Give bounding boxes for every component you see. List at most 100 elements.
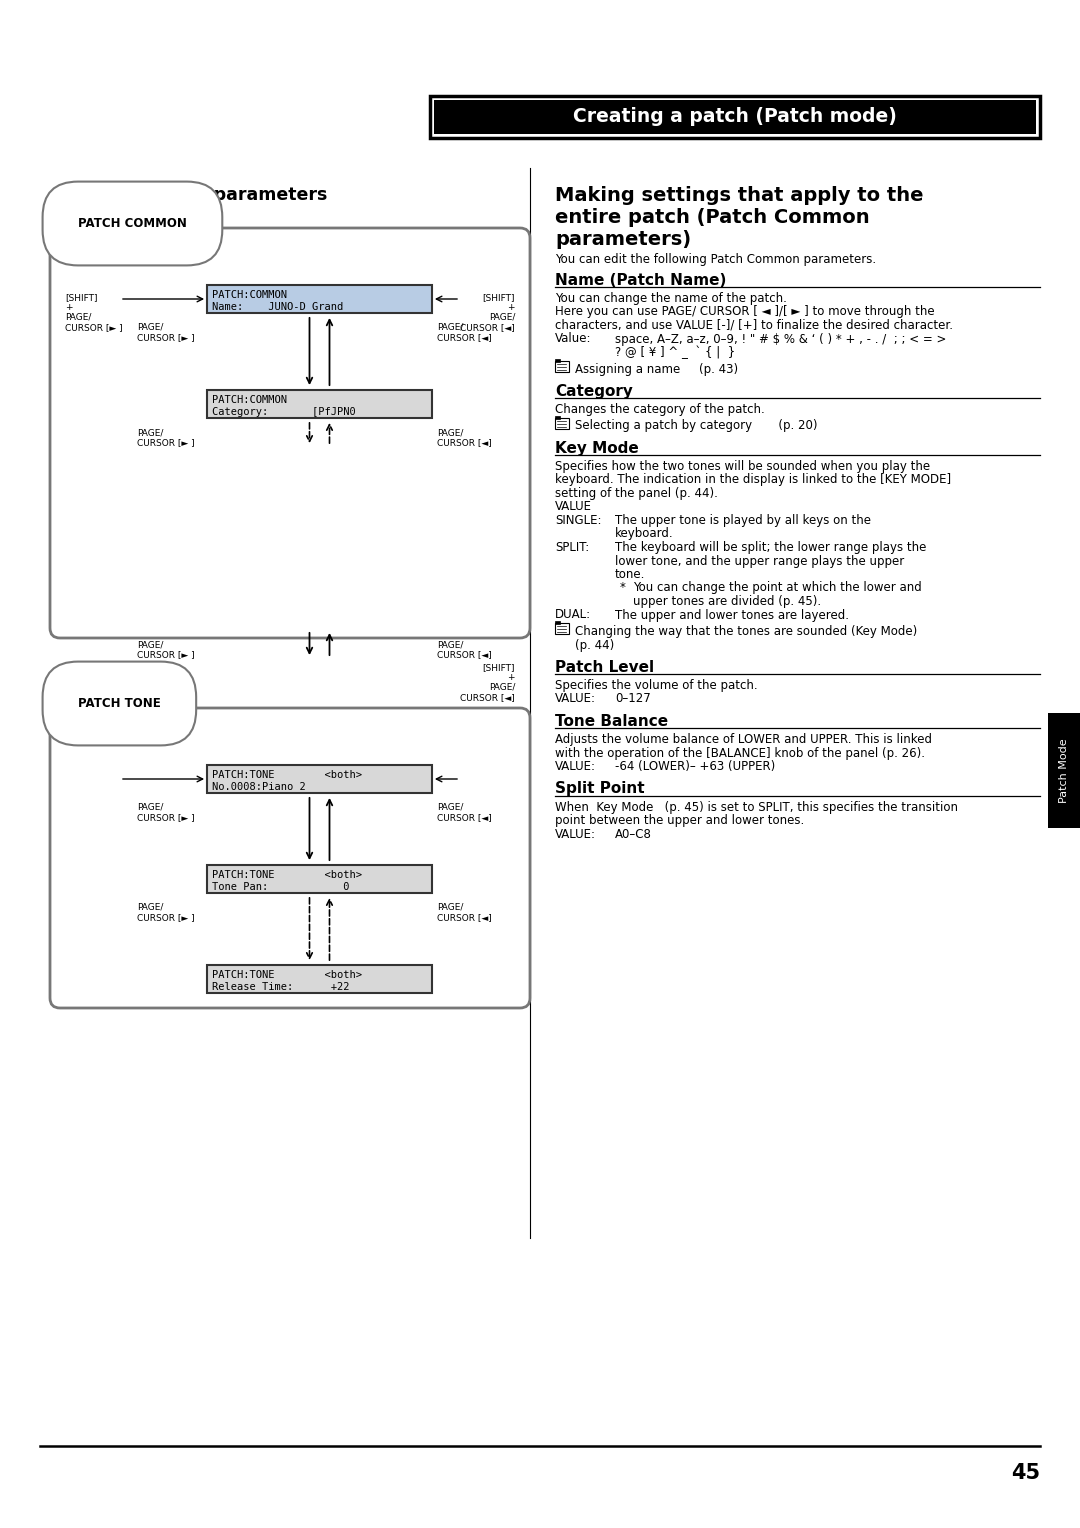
Text: setting of the panel (p. 44).: setting of the panel (p. 44). [555, 487, 718, 500]
Text: VALUE:: VALUE: [555, 828, 596, 840]
Text: PAGE/: PAGE/ [437, 640, 463, 649]
Text: upper tones are divided (p. 45).: upper tones are divided (p. 45). [633, 594, 821, 608]
Text: PAGE/: PAGE/ [65, 313, 92, 322]
Text: DUAL:: DUAL: [555, 608, 591, 622]
Text: PAGE/: PAGE/ [137, 903, 163, 912]
Text: parameters): parameters) [555, 231, 691, 249]
Text: keyboard. The indication in the display is linked to the [KEY MODE]: keyboard. The indication in the display … [555, 474, 951, 486]
Text: PAGE/: PAGE/ [65, 683, 92, 692]
Text: +: + [65, 672, 72, 681]
Bar [555, 359, 561, 362]
Text: Changing the way that the tones are sounded (Key Mode): Changing the way that the tones are soun… [575, 625, 917, 639]
Text: PAGE/: PAGE/ [437, 322, 463, 332]
Text: Making settings that apply to the: Making settings that apply to the [555, 186, 923, 205]
Text: CURSOR [◄]: CURSOR [◄] [437, 439, 491, 448]
Text: PATCH TONE: PATCH TONE [78, 697, 161, 711]
Text: PAGE/: PAGE/ [488, 313, 515, 322]
Text: *: * [620, 582, 626, 594]
Text: Name (Patch Name): Name (Patch Name) [555, 274, 727, 287]
Text: PATCH:COMMON: PATCH:COMMON [212, 290, 287, 299]
Text: 0–127: 0–127 [615, 692, 651, 706]
Bar [207, 286, 432, 313]
Text: CURSOR [► ]: CURSOR [► ] [137, 813, 194, 822]
Text: Specifies how the two tones will be sounded when you play the: Specifies how the two tones will be soun… [555, 460, 930, 474]
Text: [SHIFT]: [SHIFT] [65, 663, 97, 672]
Text: +: + [65, 303, 72, 312]
Text: PATCH:COMMON: PATCH:COMMON [212, 396, 287, 405]
Text: Assigning a name     (p. 43): Assigning a name (p. 43) [575, 362, 738, 376]
Text: CURSOR [► ]: CURSOR [► ] [137, 439, 194, 448]
Text: Patch Level: Patch Level [555, 660, 654, 675]
FancyBboxPatch shape [50, 228, 530, 639]
Text: You can change the point at which the lower and: You can change the point at which the lo… [633, 582, 921, 594]
Text: Creating a patch (Patch mode): Creating a patch (Patch mode) [573, 107, 896, 127]
Text: tone.: tone. [615, 568, 646, 581]
Text: 45: 45 [1011, 1462, 1040, 1484]
Text: The upper tone is played by all keys on the: The upper tone is played by all keys on … [615, 513, 870, 527]
Text: +: + [508, 672, 515, 681]
Text: No.0008:Piano 2: No.0008:Piano 2 [212, 782, 306, 792]
Bar [207, 766, 432, 793]
Bar [555, 417, 569, 428]
Text: Specifies the volume of the patch.: Specifies the volume of the patch. [555, 678, 758, 692]
Text: PAGE/: PAGE/ [137, 804, 163, 811]
Text: Adjusts the volume balance of LOWER and UPPER. This is linked: Adjusts the volume balance of LOWER and … [555, 733, 932, 746]
Bar [430, 96, 1040, 138]
Text: VALUE:: VALUE: [555, 759, 596, 773]
Text: Selecting a patch by category       (p. 20): Selecting a patch by category (p. 20) [575, 420, 818, 432]
Text: SINGLE:: SINGLE: [555, 513, 602, 527]
Text: You can edit the following Patch Common parameters.: You can edit the following Patch Common … [555, 254, 876, 266]
Text: Split Point: Split Point [555, 781, 645, 796]
Text: Tone Balance: Tone Balance [555, 714, 669, 729]
Text: VALUE:: VALUE: [555, 692, 596, 706]
Text: [SHIFT]: [SHIFT] [65, 293, 97, 303]
Text: Patch Mode: Patch Mode [1059, 738, 1069, 802]
Text: -64 (LOWER)– +63 (UPPER): -64 (LOWER)– +63 (UPPER) [615, 759, 775, 773]
Text: You can change the name of the patch.: You can change the name of the patch. [555, 292, 787, 306]
Text: PAGE/: PAGE/ [437, 428, 463, 437]
Text: CURSOR [► ]: CURSOR [► ] [137, 649, 194, 659]
Text: +: + [508, 303, 515, 312]
Text: CURSOR [◄]: CURSOR [◄] [460, 694, 515, 701]
Text: When  Key Mode   (p. 45) is set to SPLIT, this specifies the transition: When Key Mode (p. 45) is set to SPLIT, t… [555, 801, 958, 813]
Text: CURSOR [► ]: CURSOR [► ] [65, 322, 123, 332]
Text: [SHIFT]: [SHIFT] [483, 663, 515, 672]
Text: CURSOR [◄]: CURSOR [◄] [437, 333, 491, 342]
Bar [555, 361, 569, 371]
Text: [SHIFT]: [SHIFT] [483, 293, 515, 303]
Text: space, A–Z, a–z, 0–9, ! " # $ % & ‘ ( ) * + , - . /  ; ; < = >: space, A–Z, a–z, 0–9, ! " # $ % & ‘ ( ) … [615, 333, 946, 345]
Text: Release Time:      +22: Release Time: +22 [212, 983, 350, 992]
Text: Value:: Value: [555, 333, 592, 345]
Text: entire patch (Patch Common: entire patch (Patch Common [555, 208, 869, 228]
Text: CURSOR [► ]: CURSOR [► ] [137, 914, 194, 921]
Text: Changes the category of the patch.: Changes the category of the patch. [555, 403, 765, 416]
Bar [434, 99, 1036, 134]
Text: Selecting patch parameters: Selecting patch parameters [55, 186, 327, 205]
Bar [207, 865, 432, 892]
Text: VALUE: VALUE [555, 501, 592, 513]
Text: ? @ [ ¥ ] ^ _  ` { |  }: ? @ [ ¥ ] ^ _ ` { | } [615, 345, 735, 359]
Bar [1048, 714, 1080, 828]
Bar [555, 623, 569, 634]
Text: Tone Pan:            0: Tone Pan: 0 [212, 882, 350, 892]
Text: PATCH COMMON: PATCH COMMON [78, 217, 187, 231]
Text: CURSOR [◄]: CURSOR [◄] [460, 322, 515, 332]
Text: PATCH:TONE        <both>: PATCH:TONE <both> [212, 770, 362, 779]
Text: The upper and lower tones are layered.: The upper and lower tones are layered. [615, 608, 849, 622]
Text: A0–C8: A0–C8 [615, 828, 652, 840]
FancyBboxPatch shape [50, 707, 530, 1008]
Text: lower tone, and the upper range plays the upper: lower tone, and the upper range plays th… [615, 555, 904, 567]
Text: Category:       [PfJPN0: Category: [PfJPN0 [212, 406, 355, 417]
Text: PATCH:TONE        <both>: PATCH:TONE <both> [212, 970, 362, 979]
Bar [555, 416, 561, 419]
Text: PAGE/: PAGE/ [437, 903, 463, 912]
Text: Here you can use PAGE/ CURSOR [ ◄ ]/[ ► ] to move through the: Here you can use PAGE/ CURSOR [ ◄ ]/[ ► … [555, 306, 934, 318]
Text: (p. 44): (p. 44) [575, 639, 615, 651]
Text: CURSOR [◄]: CURSOR [◄] [437, 914, 491, 921]
Text: CURSOR [◄]: CURSOR [◄] [437, 813, 491, 822]
Text: Category: Category [555, 384, 633, 399]
Bar [207, 390, 432, 419]
Text: CURSOR [► ]: CURSOR [► ] [137, 333, 194, 342]
Text: point between the upper and lower tones.: point between the upper and lower tones. [555, 814, 805, 827]
Text: Key Mode: Key Mode [555, 442, 638, 455]
